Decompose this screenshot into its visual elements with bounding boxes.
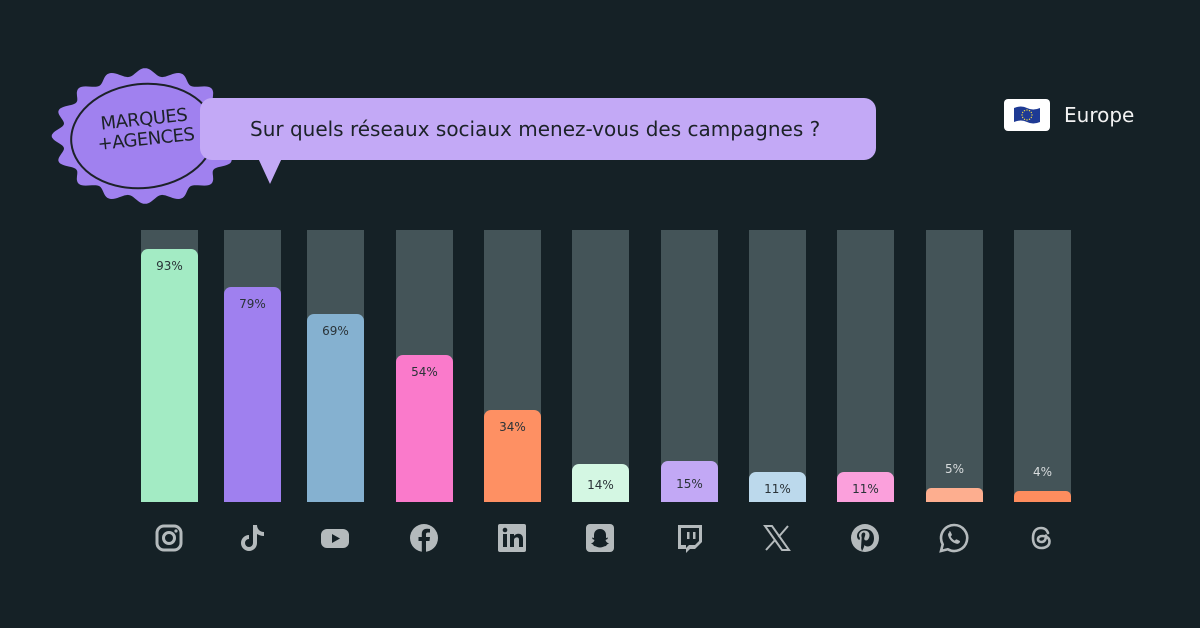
linkedin-icon [496,522,528,554]
bar [224,287,281,502]
snapchat-icon [584,522,616,554]
data-label: 93% [156,259,183,274]
bar-column-twitch: 15% [661,230,718,502]
bar-track [926,230,983,502]
threads-icon [1026,522,1058,554]
bar [837,472,894,502]
bar-column-facebook: 54% [396,230,453,502]
pinterest-icon [849,522,881,554]
bar-column-pinterest: 11% [837,230,894,502]
bar [1014,491,1071,502]
bubble-tail [258,158,282,184]
data-label: 15% [676,476,703,491]
bar [926,488,983,502]
data-label: 79% [239,297,266,312]
bar-track [1014,230,1071,502]
data-label: 69% [322,324,349,339]
youtube-icon [319,522,351,554]
bar [572,463,629,502]
eu-flag-icon [1004,99,1050,131]
question-bubble [200,98,876,160]
bar-column-instagram: 93% [141,230,198,502]
bar [484,409,541,502]
x-icon [761,522,793,554]
tiktok-icon [236,522,268,554]
bar-column-linkedin: 34% [484,230,541,502]
data-label: 4% [1032,465,1053,480]
instagram-icon [153,522,185,554]
region-indicator: Europe [1004,99,1134,131]
bar-column-youtube: 69% [307,230,364,502]
bar-column-threads: 4% [1014,230,1071,502]
twitch-icon [673,522,705,554]
data-label: 11% [852,482,879,497]
bar [141,249,198,502]
bar [396,355,453,502]
data-label: 34% [499,419,526,434]
data-label: 14% [587,477,614,492]
facebook-icon [408,522,440,554]
bar-track [572,230,629,502]
bar-column-snapchat: 14% [572,230,629,502]
bar-column-tiktok: 79% [224,230,281,502]
data-label: 54% [411,365,438,380]
bar [749,472,806,502]
bar-track [661,230,718,502]
bar [661,461,718,502]
bar-column-whatsapp: 5% [926,230,983,502]
whatsapp-icon [938,522,970,554]
data-label: 11% [764,482,791,497]
data-label: 5% [944,462,965,477]
question-text: Sur quels réseaux sociaux menez-vous des… [250,117,821,141]
region-label: Europe [1064,103,1135,127]
bar-column-x: 11% [749,230,806,502]
bar [307,314,364,502]
bar-track [749,230,806,502]
bar-track [837,230,894,502]
